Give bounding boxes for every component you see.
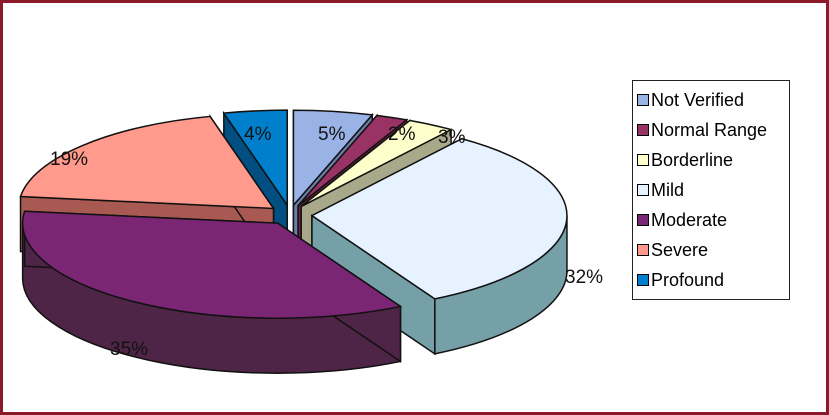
legend-swatch — [637, 274, 649, 286]
pie-label-severe: 19% — [50, 149, 88, 170]
legend-swatch — [637, 184, 649, 196]
legend-label: Normal Range — [651, 119, 768, 140]
legend-swatch — [637, 94, 649, 106]
legend-item-borderline: Borderline — [637, 145, 789, 175]
legend-item-not-verified: Not Verified — [637, 85, 789, 115]
pie-slice-top — [292, 109, 374, 208]
pie-slice-top — [300, 119, 454, 208]
legend-swatch — [637, 214, 649, 226]
legend-label: Not Verified — [651, 89, 745, 110]
pie-slice-top — [21, 210, 403, 319]
legend-item-severe: Severe — [637, 235, 789, 265]
pie-label-mild: 32% — [565, 267, 603, 288]
legend-swatch — [637, 244, 649, 256]
legend-label: Profound — [651, 269, 725, 290]
pie-label-normal-range: 2% — [388, 124, 416, 145]
legend-label: Moderate — [651, 209, 728, 230]
pie-slice-top — [297, 114, 409, 207]
pie-slice-moderate — [21, 210, 403, 374]
legend-item-mild: Mild — [637, 175, 789, 205]
pie-label-profound: 4% — [244, 124, 272, 145]
legend-label: Mild — [651, 179, 685, 200]
legend-item-moderate: Moderate — [637, 205, 789, 235]
pie-slice-top — [310, 137, 568, 300]
pie-slice-top — [222, 109, 288, 208]
pie-label-not-verified: 5% — [318, 124, 346, 145]
legend-label: Severe — [651, 239, 709, 260]
pie-label-moderate: 35% — [110, 339, 148, 360]
legend-item-normal-range: Normal Range — [637, 115, 789, 145]
legend-item-profound: Profound — [637, 265, 789, 295]
pie-label-borderline: 3% — [438, 127, 466, 148]
pie-slice-top — [19, 115, 275, 210]
legend: Not Verified Normal Range Borderline Mil… — [632, 80, 790, 300]
legend-swatch — [637, 154, 649, 166]
legend-label: Borderline — [651, 149, 734, 170]
legend-swatch — [637, 124, 649, 136]
